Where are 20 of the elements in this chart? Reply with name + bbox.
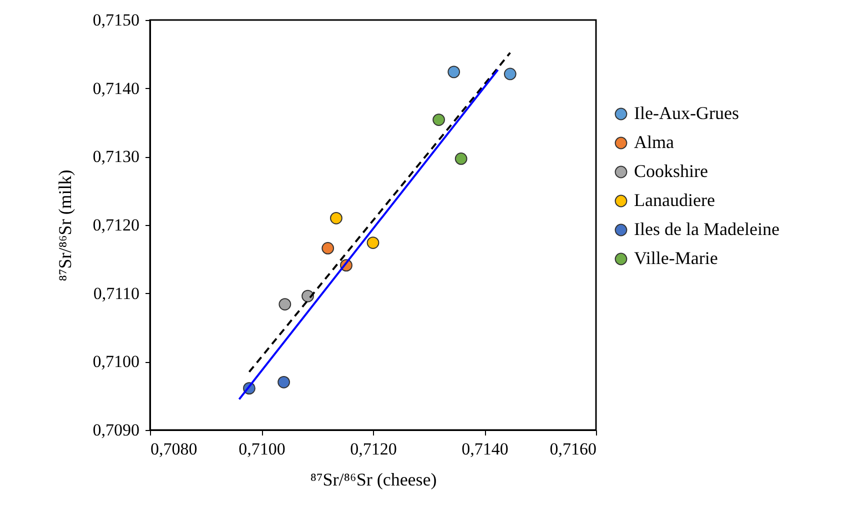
x-tick-label: 0,7100 bbox=[238, 440, 286, 458]
y-tick-label: 0,7110 bbox=[93, 284, 140, 303]
y-tick-label: 0,7100 bbox=[92, 352, 140, 372]
y-tick-label: 0,7090 bbox=[92, 420, 140, 440]
x-tick-label: 0,7160 bbox=[550, 440, 596, 458]
legend-label: Ville-Marie bbox=[634, 248, 718, 268]
x-tick-label: 0,7140 bbox=[462, 440, 508, 458]
y-axis-title: ⁸⁷Sr/⁸⁶Sr (milk) bbox=[54, 170, 75, 282]
y-tick-label: 0,7140 bbox=[92, 78, 140, 98]
x-axis-title: ⁸⁷Sr/⁸⁶Sr (cheese) bbox=[310, 470, 437, 490]
y-tick-label: 0,7130 bbox=[92, 147, 140, 166]
legend-label: Iles de la Madeleine bbox=[634, 219, 780, 239]
x-tick-label: 0,7120 bbox=[350, 440, 397, 458]
y-tick-label: 0,7150 bbox=[92, 10, 140, 30]
x-tick-label: 0,7080 bbox=[150, 440, 198, 458]
legend-label: Cookshire bbox=[634, 161, 708, 181]
y-tick-label: 0,7120 bbox=[92, 216, 140, 234]
legend-label: Lanaudiere bbox=[634, 190, 715, 210]
legend-label: Ile-Aux-Grues bbox=[634, 103, 739, 123]
legend-label: Alma bbox=[634, 132, 674, 152]
